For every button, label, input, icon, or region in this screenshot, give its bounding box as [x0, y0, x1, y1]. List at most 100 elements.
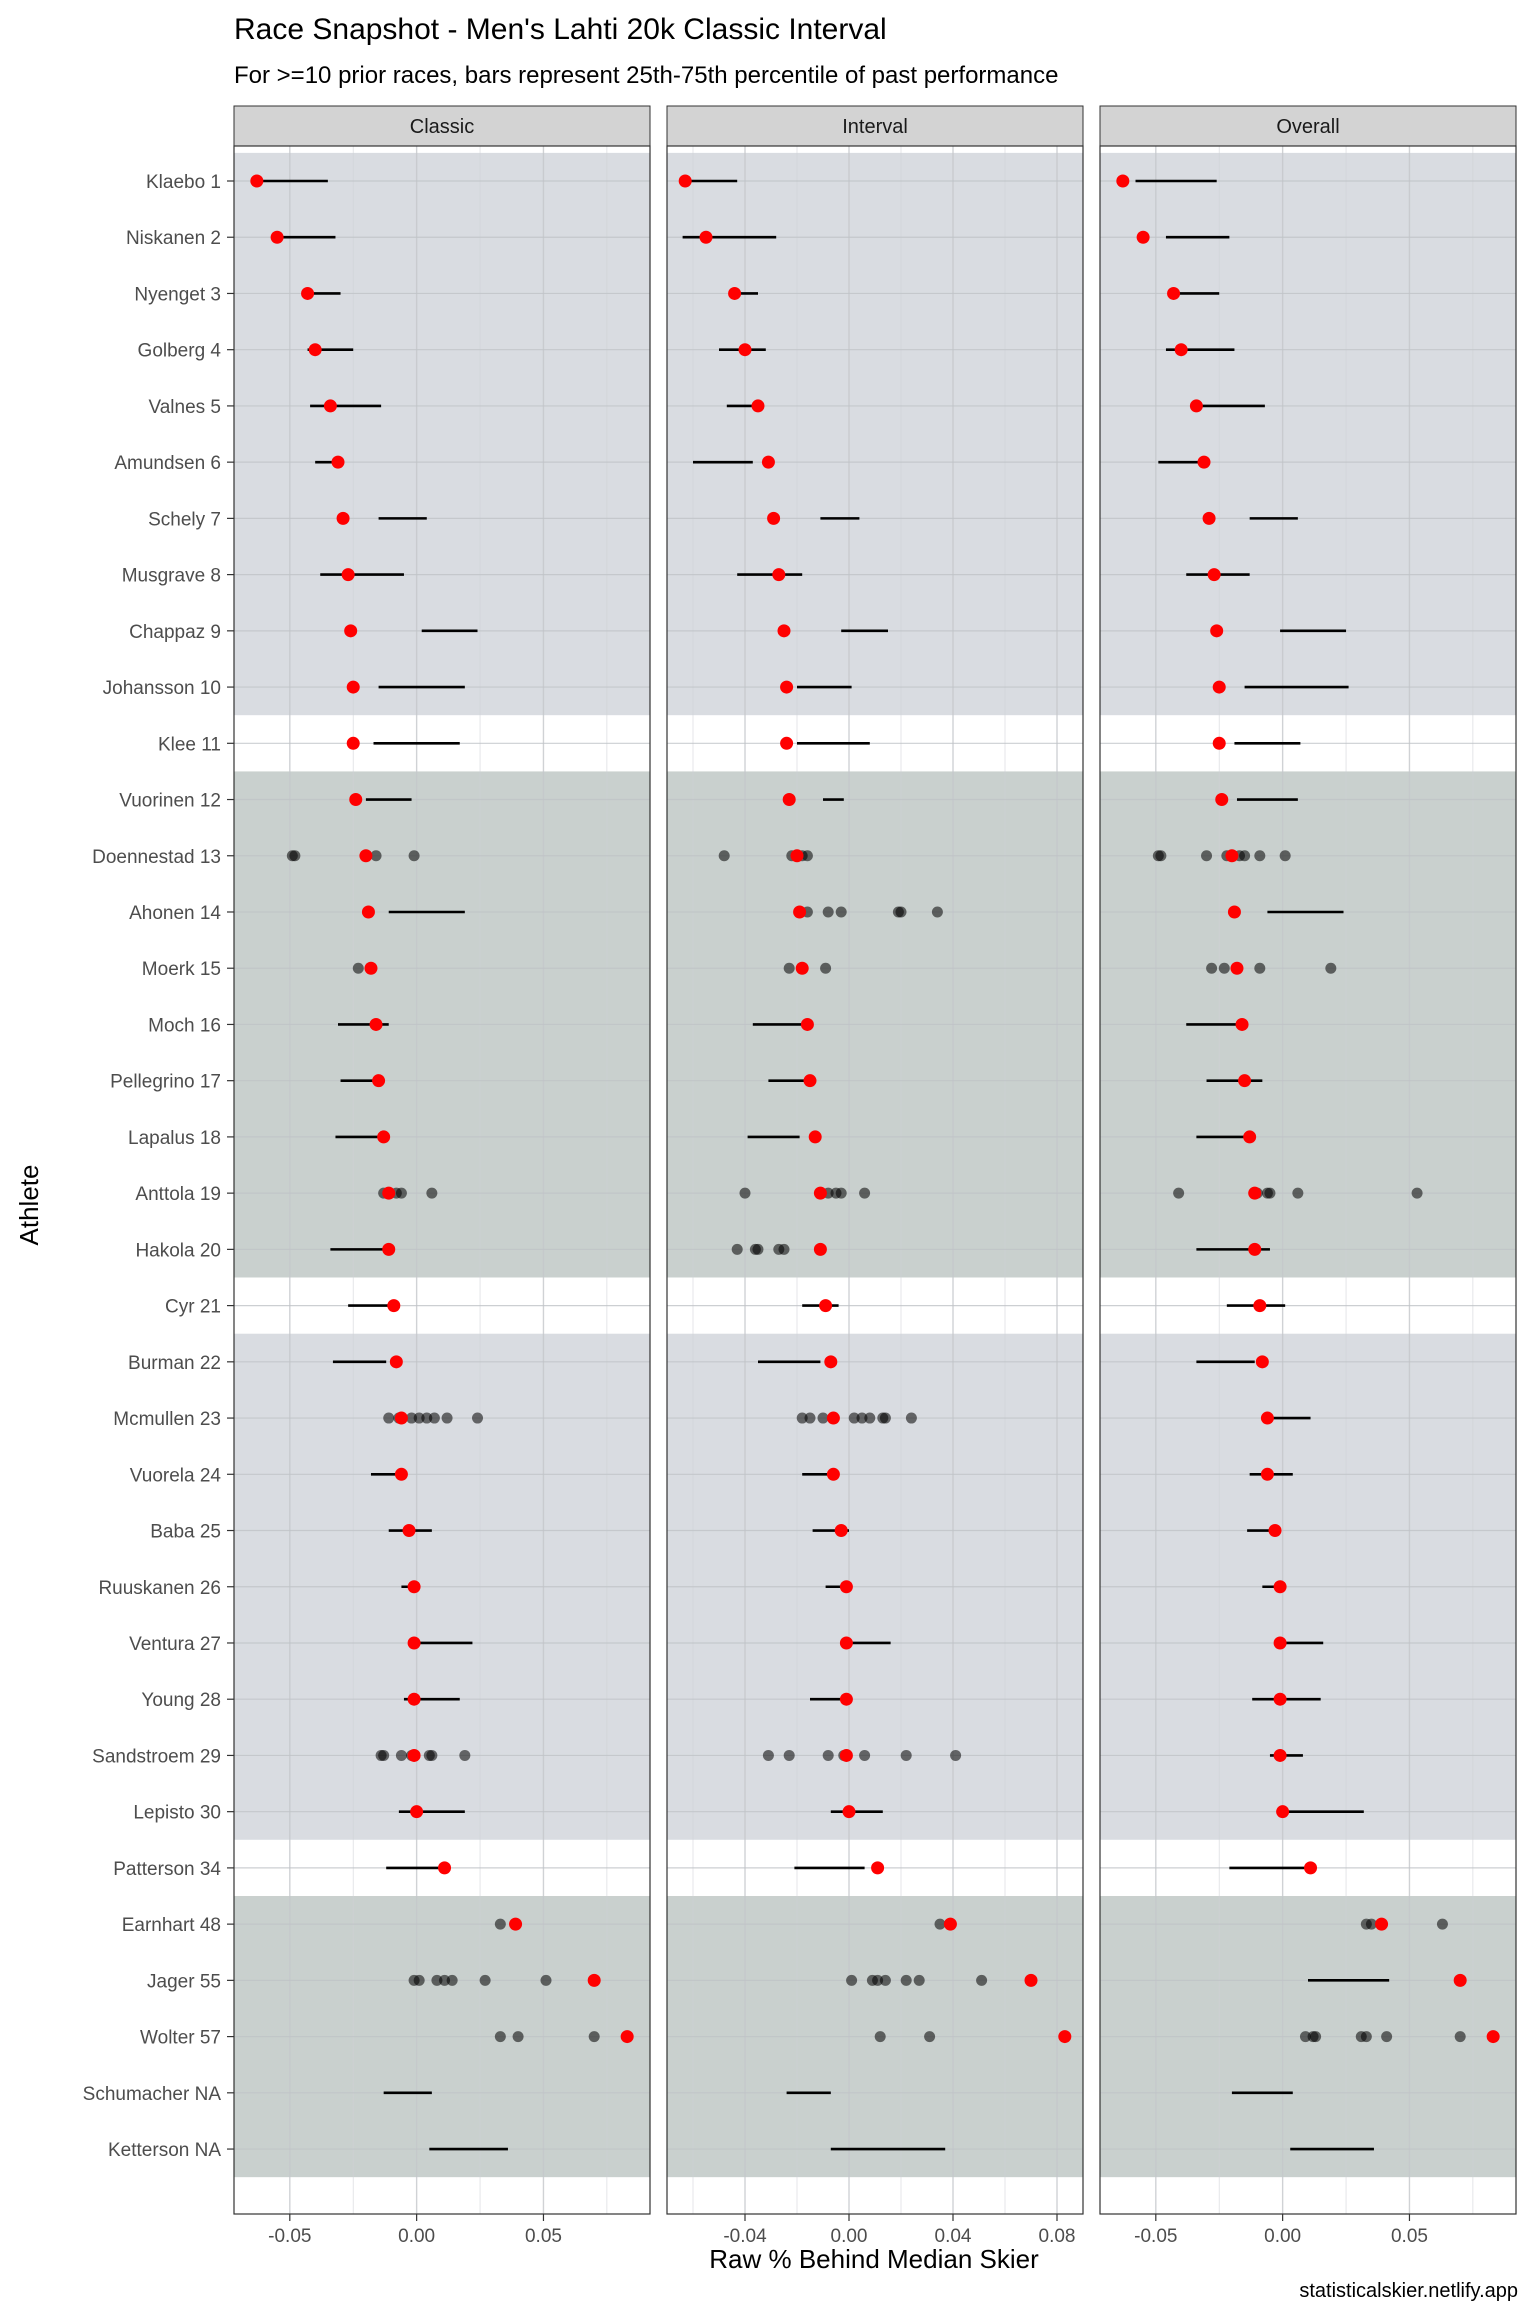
race-result-point: [699, 230, 713, 244]
race-result-point: [1238, 1074, 1252, 1088]
past-result-point: [848, 1412, 860, 1424]
athlete-label: Mcmullen 23: [113, 1409, 221, 1430]
past-result-point: [976, 1974, 988, 1986]
x-tick-label: 0.00: [831, 2226, 868, 2247]
race-result-point: [1212, 680, 1226, 694]
race-result-point: [1227, 905, 1241, 919]
past-result-point: [446, 1974, 458, 1986]
race-result-point: [1235, 1017, 1249, 1031]
race-result-point: [1230, 961, 1244, 975]
athlete-label: Wolter 57: [140, 2028, 221, 2049]
race-result-point: [834, 1524, 848, 1538]
athlete-label: Klee 11: [158, 734, 221, 755]
past-result-point: [352, 962, 364, 974]
race-result-point: [349, 793, 363, 807]
athlete-label: Anttola 19: [135, 1184, 221, 1205]
race-result-point: [402, 1524, 416, 1538]
race-result-point: [1136, 230, 1150, 244]
x-tick-label: 0.05: [525, 2226, 562, 2247]
race-result-point: [1273, 1580, 1287, 1594]
past-result-point: [1201, 850, 1213, 862]
past-result-point: [905, 1412, 917, 1424]
athlete-label: Ruuskanen 26: [98, 1578, 221, 1599]
race-result-point: [1255, 1355, 1269, 1369]
race-result-point: [377, 1130, 391, 1144]
past-result-point: [413, 1412, 425, 1424]
race-result-point: [372, 1074, 386, 1088]
past-result-point: [879, 1974, 891, 1986]
race-result-point: [839, 1692, 853, 1706]
past-result-point: [428, 1412, 440, 1424]
past-result-point: [426, 1187, 438, 1199]
race-result-point: [1202, 511, 1216, 525]
race-result-point: [1276, 1805, 1290, 1819]
past-result-point: [801, 850, 813, 862]
past-result-point: [512, 2031, 524, 2043]
race-result-point: [780, 736, 794, 750]
past-result-point: [1254, 850, 1266, 862]
past-result-point: [931, 906, 943, 918]
x-tick-label: 0.05: [1391, 2226, 1428, 2247]
x-tick-label: -0.05: [1134, 2226, 1177, 2247]
athlete-label: Schely 7: [148, 509, 221, 530]
past-result-point: [1436, 1918, 1448, 1930]
past-result-point: [783, 1749, 795, 1761]
past-result-point: [874, 2031, 886, 2043]
past-result-point: [822, 1749, 834, 1761]
chart-title: Race Snapshot - Men's Lahti 20k Classic …: [234, 13, 887, 46]
past-result-point: [426, 1749, 438, 1761]
race-result-point: [1167, 286, 1181, 300]
race-result-point: [738, 343, 752, 357]
race-result-point: [509, 1917, 523, 1931]
race-result-point: [1212, 736, 1226, 750]
past-result-point: [431, 1974, 443, 1986]
race-result-point: [407, 1580, 421, 1594]
race-result-point: [346, 680, 360, 694]
race-result-point: [361, 905, 375, 919]
race-result-point: [1375, 1917, 1389, 1931]
athlete-label: Cyr 21: [165, 1297, 221, 1318]
past-result-point: [778, 1243, 790, 1255]
past-result-point: [856, 1412, 868, 1424]
race-result-point: [819, 1299, 833, 1313]
race-result-point: [1268, 1524, 1282, 1538]
race-result-point: [382, 1242, 396, 1256]
athlete-label: Musgrave 8: [122, 566, 221, 587]
race-result-point: [1189, 399, 1203, 413]
past-result-point: [752, 1243, 764, 1255]
athlete-label: Amundsen 6: [114, 453, 221, 474]
athlete-label: Young 28: [141, 1690, 221, 1711]
athlete-label: Earnhart 48: [122, 1915, 221, 1936]
chart-caption: statisticalskier.netlify.app: [1299, 2280, 1518, 2302]
race-result-point: [587, 1973, 601, 1987]
race-result-point: [341, 568, 355, 582]
race-result-point: [387, 1299, 401, 1313]
panel-border: [666, 145, 1084, 2215]
past-result-point: [1239, 850, 1251, 862]
past-result-point: [588, 2031, 600, 2043]
race-result-point: [1024, 1973, 1038, 1987]
past-result-point: [879, 1412, 891, 1424]
race-result-point: [344, 624, 358, 638]
race-result-point: [359, 849, 373, 863]
athlete-label: Lepisto 30: [133, 1803, 221, 1824]
past-result-point: [817, 1412, 829, 1424]
athlete-label: Jager 55: [147, 1971, 221, 1992]
past-result-point: [859, 1187, 871, 1199]
athlete-label: Ahonen 14: [129, 903, 221, 924]
past-result-point: [1264, 1187, 1276, 1199]
past-result-point: [408, 850, 420, 862]
race-result-point: [331, 455, 345, 469]
past-result-point: [494, 2031, 506, 2043]
past-result-point: [395, 1187, 407, 1199]
race-result-point: [824, 1355, 838, 1369]
past-result-point: [1325, 962, 1337, 974]
race-result-point: [308, 343, 322, 357]
x-tick-label: 0.00: [1264, 2226, 1301, 2247]
past-result-point: [872, 1974, 884, 1986]
past-result-point: [718, 850, 730, 862]
past-result-point: [421, 1412, 433, 1424]
past-result-point: [406, 1412, 418, 1424]
past-result-point: [441, 1412, 453, 1424]
athlete-label: Ketterson NA: [108, 2140, 221, 2161]
